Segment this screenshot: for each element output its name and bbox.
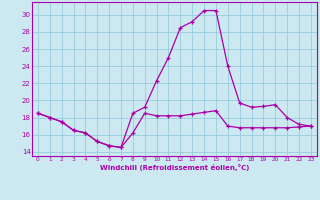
X-axis label: Windchill (Refroidissement éolien,°C): Windchill (Refroidissement éolien,°C): [100, 164, 249, 171]
